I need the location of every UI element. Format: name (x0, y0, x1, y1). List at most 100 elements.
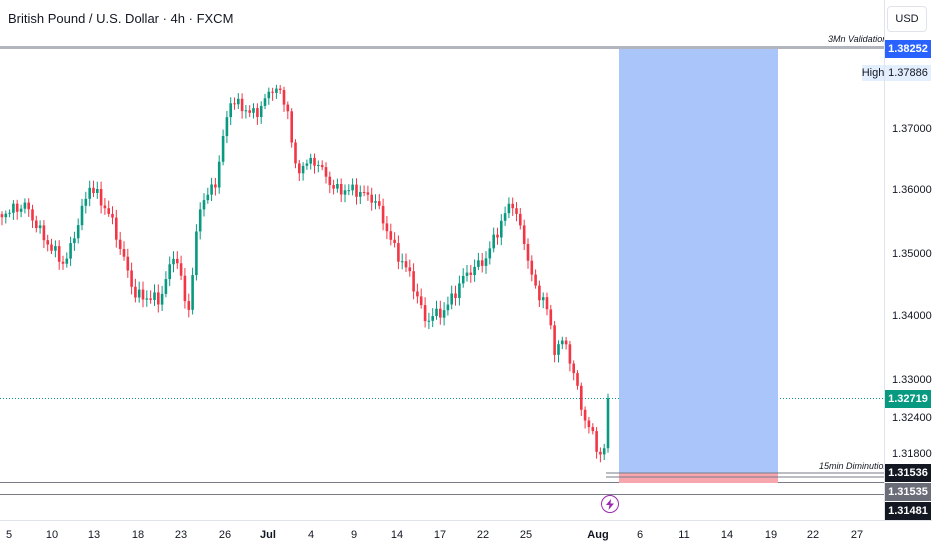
candle-body (134, 286, 137, 298)
candle-body (244, 110, 248, 112)
time-label: 9 (350, 529, 358, 541)
price-scale[interactable] (884, 0, 932, 520)
candle-body (587, 420, 591, 428)
current-price-tag: 1.32719 (885, 390, 931, 408)
candle-body (477, 260, 480, 267)
candle-body (137, 289, 141, 298)
high-price-tag: 1.37886 (885, 65, 931, 81)
candle-body (419, 296, 423, 306)
lower-price-tag: 1.31535 (885, 483, 931, 501)
target-zone[interactable] (619, 49, 778, 473)
candle-body (4, 213, 8, 218)
time-label: 4 (307, 529, 315, 541)
candle-body (263, 98, 267, 106)
candle-body (12, 203, 15, 213)
candle-body (198, 209, 202, 232)
candle-body (359, 192, 362, 197)
candle-body (160, 293, 164, 305)
candle-body (427, 320, 431, 322)
time-label: 14 (390, 529, 404, 541)
candle-body (73, 238, 76, 244)
candle-body (256, 108, 259, 117)
candle-body (179, 263, 183, 276)
candle-body (366, 192, 370, 195)
candle-body (393, 239, 396, 243)
candle-body (328, 176, 332, 186)
candle-body (343, 190, 347, 195)
candle-body (278, 88, 282, 90)
stop-zone[interactable] (619, 473, 778, 483)
candle-body (484, 258, 488, 266)
candle-body (458, 283, 461, 298)
candle-body (237, 98, 240, 105)
candle-body (488, 248, 492, 259)
candle-body (507, 203, 511, 214)
candle-body (84, 198, 88, 206)
candle-body (336, 184, 339, 189)
time-label-month: Aug (587, 529, 609, 541)
candle-body (65, 258, 69, 264)
candle-body (496, 234, 499, 238)
candle-body (61, 261, 65, 264)
candle-body (15, 203, 19, 212)
candle-body (27, 202, 30, 210)
candle-body (42, 225, 46, 241)
candle-body (76, 225, 80, 239)
candle-body (580, 385, 583, 410)
candle-body (503, 213, 507, 221)
candle-body (290, 111, 293, 143)
candle-body (473, 266, 476, 275)
candle-body (320, 165, 324, 168)
time-label: 25 (519, 529, 533, 541)
candle-body (431, 316, 434, 321)
time-label: 19 (764, 529, 778, 541)
candle-body (38, 225, 42, 229)
candle-body (412, 271, 415, 292)
candle-body (591, 427, 595, 432)
candle-body (298, 163, 301, 174)
candle-body (168, 264, 171, 280)
candle-body (252, 108, 255, 113)
time-label: 13 (87, 529, 101, 541)
candle-body (526, 244, 530, 261)
bottom-price-tag: 1.31481 (885, 502, 931, 520)
price-label: 1.31800 (892, 448, 932, 460)
candle-body (31, 209, 34, 221)
candle-body (46, 240, 49, 245)
time-axis[interactable] (0, 520, 932, 551)
currency-button[interactable]: USD (887, 6, 927, 32)
candle-body (480, 260, 484, 266)
high-label: High (861, 65, 885, 81)
chart-title: British Pound / U.S. Dollar · 4h · FXCM (8, 11, 234, 26)
price-label: 1.36000 (892, 184, 932, 196)
time-label: 11 (678, 529, 690, 541)
candle-body (324, 167, 328, 177)
candle-body (141, 289, 145, 300)
candle-body (206, 194, 210, 201)
candle-body (145, 298, 149, 300)
time-label: 27 (850, 529, 864, 541)
candle-body (126, 256, 130, 271)
candle-body (423, 305, 427, 322)
candle-body (19, 208, 23, 212)
price-label: 1.37000 (892, 123, 932, 135)
candle-body (157, 292, 160, 305)
price-chart[interactable] (0, 0, 884, 520)
candle-body (568, 344, 572, 364)
candle-body (538, 285, 541, 301)
candle-body (149, 298, 152, 300)
candle-body (130, 270, 133, 287)
candle-body (313, 157, 316, 166)
candle-body (378, 201, 381, 206)
chart-area[interactable]: British Pound / U.S. Dollar · 4h · FXCM … (0, 0, 884, 520)
candle-body (80, 205, 84, 226)
candle-body (202, 200, 206, 210)
candle-body (530, 260, 534, 275)
lightning-icon[interactable] (601, 495, 619, 513)
candle-body (404, 261, 408, 268)
candle-body (561, 340, 564, 345)
candle-body (557, 344, 560, 355)
candle-body (370, 194, 373, 203)
candle-body (294, 142, 297, 164)
candle-body (599, 451, 602, 455)
